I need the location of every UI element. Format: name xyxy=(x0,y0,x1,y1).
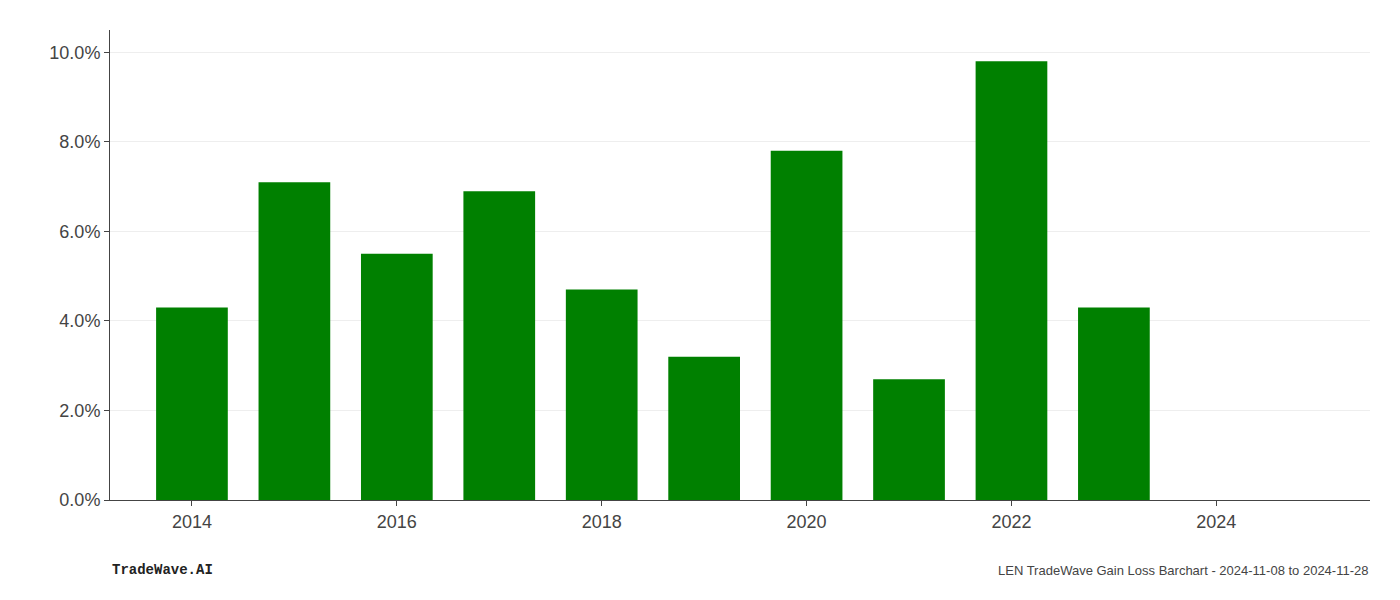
svg-text:TradeWave.AI: TradeWave.AI xyxy=(112,562,213,578)
svg-text:2018: 2018 xyxy=(582,512,622,532)
svg-text:4.0%: 4.0% xyxy=(59,311,100,331)
svg-text:2024: 2024 xyxy=(1196,512,1236,532)
svg-text:LEN TradeWave Gain Loss Barcha: LEN TradeWave Gain Loss Barchart - 2024-… xyxy=(998,563,1368,578)
svg-text:6.0%: 6.0% xyxy=(59,222,100,242)
svg-text:2014: 2014 xyxy=(172,512,212,532)
svg-text:2016: 2016 xyxy=(377,512,417,532)
svg-text:2020: 2020 xyxy=(787,512,827,532)
svg-text:2022: 2022 xyxy=(991,512,1031,532)
svg-text:0.0%: 0.0% xyxy=(59,490,100,510)
svg-text:2.0%: 2.0% xyxy=(59,401,100,421)
svg-text:8.0%: 8.0% xyxy=(59,132,100,152)
svg-text:10.0%: 10.0% xyxy=(49,43,100,63)
